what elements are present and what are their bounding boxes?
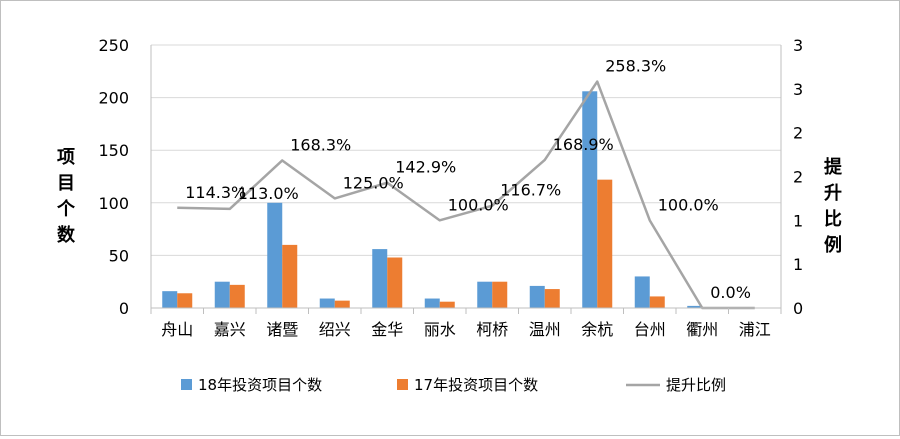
bar-18-3 bbox=[319, 298, 335, 308]
bar-17-3 bbox=[334, 300, 350, 308]
ratio-data-label: 116.7% bbox=[500, 181, 561, 200]
bar-17-1 bbox=[229, 284, 245, 308]
bar-18-5 bbox=[424, 298, 440, 308]
ratio-data-label: 168.9% bbox=[553, 135, 614, 154]
bar-17-0 bbox=[177, 293, 193, 308]
ratio-data-label: 113.0% bbox=[238, 184, 299, 203]
x-tick-label: 丽水 bbox=[424, 320, 456, 339]
ratio-data-label: 0.0% bbox=[710, 283, 751, 302]
bar-17-2 bbox=[282, 244, 298, 308]
ratio-data-label: 168.3% bbox=[290, 135, 351, 154]
bar-18-2 bbox=[267, 202, 283, 308]
bar-18-7 bbox=[529, 285, 545, 308]
x-tick-label: 台州 bbox=[634, 320, 666, 339]
bar-17-7 bbox=[544, 289, 560, 308]
legend-label: 17年投资项目个数 bbox=[414, 376, 538, 394]
legend-label: 提升比例 bbox=[666, 376, 726, 394]
y2-tick-label: 2 bbox=[793, 124, 803, 143]
bar-17-9 bbox=[649, 296, 665, 308]
x-tick-label: 金华 bbox=[371, 320, 403, 339]
y-tick-label: 50 bbox=[109, 246, 129, 265]
x-tick-label: 余杭 bbox=[581, 320, 613, 339]
ratio-data-label: 125.0% bbox=[343, 173, 404, 192]
y2-tick-label: 0 bbox=[793, 299, 803, 318]
y-tick-label: 150 bbox=[98, 141, 129, 160]
y-tick-label: 0 bbox=[119, 299, 129, 318]
bar-17-4 bbox=[387, 257, 403, 308]
ratio-data-label: 142.9% bbox=[395, 158, 456, 177]
y2-axis-title: 提升比例 bbox=[824, 156, 843, 256]
y-tick-label: 200 bbox=[98, 89, 129, 108]
y-axis-title: 项目个数 bbox=[56, 147, 76, 246]
bar-18-10 bbox=[687, 305, 703, 308]
bar-18-1 bbox=[214, 281, 230, 308]
x-tick-label: 舟山 bbox=[161, 320, 193, 339]
y2-tick-label: 2 bbox=[793, 168, 803, 187]
y-tick-label: 100 bbox=[98, 194, 129, 213]
bar-17-6 bbox=[492, 281, 508, 308]
bar-18-6 bbox=[477, 281, 493, 308]
legend-label: 18年投资项目个数 bbox=[198, 376, 322, 394]
ratio-data-label: 100.0% bbox=[658, 195, 719, 214]
y2-tick-label: 3 bbox=[793, 36, 803, 55]
y2-tick-label: 1 bbox=[793, 211, 803, 230]
bar-18-0 bbox=[162, 291, 178, 308]
bar-17-8 bbox=[597, 179, 613, 308]
ratio-data-label: 258.3% bbox=[605, 57, 666, 76]
ratio-data-label: 100.0% bbox=[448, 195, 509, 214]
bar-18-8 bbox=[582, 91, 598, 309]
bar-18-4 bbox=[372, 249, 388, 308]
y2-tick-label: 1 bbox=[793, 255, 803, 274]
x-tick-label: 嘉兴 bbox=[214, 320, 246, 339]
bar-17-5 bbox=[439, 301, 455, 308]
x-tick-label: 温州 bbox=[529, 320, 561, 339]
y2-tick-label: 3 bbox=[793, 80, 803, 99]
x-tick-label: 诸暨 bbox=[266, 320, 298, 339]
x-tick-label: 柯桥 bbox=[476, 320, 508, 339]
x-tick-label: 浦江 bbox=[739, 320, 771, 339]
x-tick-label: 绍兴 bbox=[319, 320, 351, 339]
x-tick-label: 衢州 bbox=[686, 320, 718, 339]
ratio-data-label: 114.3% bbox=[185, 183, 246, 202]
legend: 18年投资项目个数 17年投资项目个数 提升比例 bbox=[181, 376, 726, 394]
bar-18-9 bbox=[634, 276, 650, 308]
legend-swatch bbox=[181, 379, 192, 390]
ratio-line bbox=[177, 80, 755, 310]
y-tick-label: 250 bbox=[98, 36, 129, 55]
legend-swatch bbox=[397, 379, 408, 390]
